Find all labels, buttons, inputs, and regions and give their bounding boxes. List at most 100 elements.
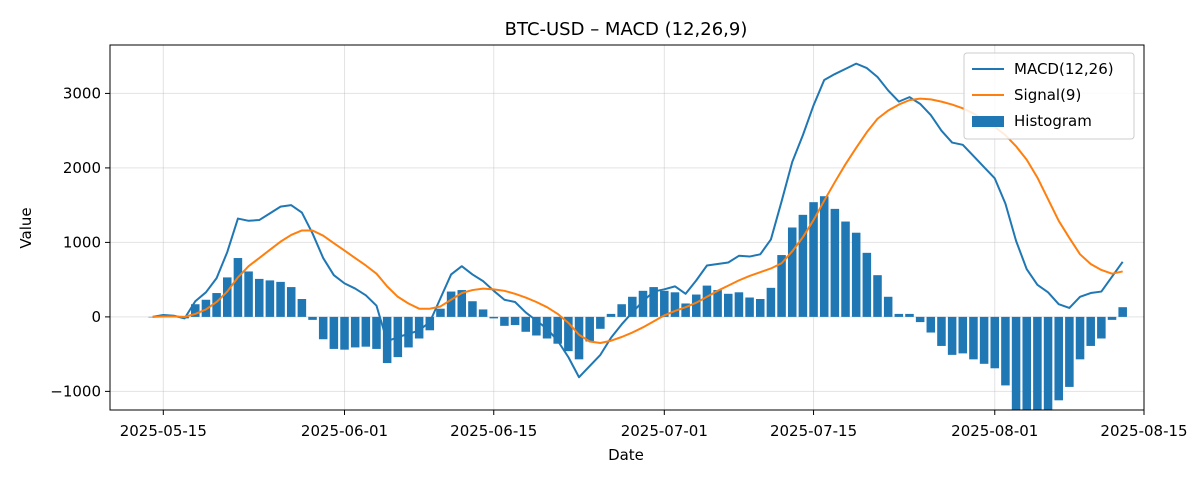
histogram-bar xyxy=(926,316,936,333)
axes-frame xyxy=(109,44,1145,411)
histogram-bar xyxy=(1022,316,1032,410)
histogram-bar xyxy=(574,316,584,360)
histogram-bar xyxy=(745,297,754,317)
histogram-bar xyxy=(340,316,349,350)
legend-box xyxy=(963,52,1135,140)
histogram-bar xyxy=(521,316,530,332)
histogram-bar xyxy=(489,316,499,319)
histogram-bar xyxy=(819,196,829,317)
histogram-bar xyxy=(660,290,669,317)
histogram-bar xyxy=(1086,316,1095,346)
histogram-bar xyxy=(809,202,818,317)
signal-line xyxy=(152,97,1123,344)
chart-title: BTC-USD – MACD (12,26,9) xyxy=(505,19,748,40)
histogram-bar xyxy=(308,316,317,320)
histogram-bar xyxy=(596,316,605,329)
x-tick-label: 2025-08-15 xyxy=(1100,422,1187,440)
histogram-bar xyxy=(414,316,424,339)
histogram-bar xyxy=(1107,316,1117,320)
histogram-bar xyxy=(233,258,243,317)
macd-line xyxy=(152,62,1124,379)
histogram-bar xyxy=(649,287,658,317)
histogram-bar xyxy=(777,255,786,317)
histogram-bar xyxy=(1011,316,1021,410)
histogram-bar xyxy=(1054,316,1063,401)
x-tick-label: 2025-07-01 xyxy=(621,422,708,440)
histogram-bar xyxy=(425,316,435,331)
y-tick-label: 0 xyxy=(91,308,101,326)
y-tick-label: 3000 xyxy=(63,84,101,102)
histogram-bar xyxy=(915,316,925,323)
histogram-bar xyxy=(286,287,296,317)
histogram-bar xyxy=(265,280,275,317)
histogram-bar xyxy=(244,271,253,317)
y-tick-label: 2000 xyxy=(63,159,101,177)
histogram-bar xyxy=(702,285,712,317)
histogram-bar xyxy=(798,214,808,317)
histogram-bar xyxy=(692,294,701,317)
histogram-bar xyxy=(883,296,893,317)
histogram-bar xyxy=(638,290,648,317)
histogram-bar xyxy=(532,316,541,336)
y-tick-label: −1000 xyxy=(50,382,101,400)
histogram-bar xyxy=(969,316,978,360)
histogram-bar xyxy=(713,290,722,317)
histogram-bar xyxy=(212,293,221,317)
histogram-bar xyxy=(862,252,872,317)
x-tick-label: 2025-06-01 xyxy=(301,422,388,440)
histogram-bar xyxy=(979,316,989,364)
histogram-bar xyxy=(148,316,157,318)
histogram-bar xyxy=(617,304,626,317)
legend-swatch-histogram xyxy=(972,116,1004,127)
histogram-bar xyxy=(585,316,594,342)
histogram-bar xyxy=(1033,316,1042,410)
histogram-bar xyxy=(191,304,200,317)
histogram-bar xyxy=(947,316,957,355)
histogram-bar xyxy=(500,316,509,326)
histogram-bar xyxy=(606,313,616,317)
legend: MACD(12,26) Signal(9) Histogram xyxy=(963,52,1135,140)
histogram-bar xyxy=(851,232,861,317)
x-tick-label: 2025-05-15 xyxy=(120,422,207,440)
legend-label-signal: Signal(9) xyxy=(1014,86,1081,104)
histogram-bar xyxy=(841,221,850,317)
histogram-bar xyxy=(297,299,307,317)
histogram-bar xyxy=(1097,316,1106,339)
histogram-bar xyxy=(1043,316,1053,410)
histogram-bar xyxy=(318,316,328,340)
histogram-bar xyxy=(222,277,232,317)
histogram-bar xyxy=(468,301,477,317)
x-tick-label: 2025-06-15 xyxy=(450,422,537,440)
histogram-bar xyxy=(372,316,381,349)
histogram-bar xyxy=(1118,307,1127,317)
histogram-bar xyxy=(830,208,840,317)
histogram-bar xyxy=(670,292,680,317)
legend-label-histogram: Histogram xyxy=(1014,112,1092,130)
y-tick-label: 1000 xyxy=(63,233,101,251)
histogram-bar xyxy=(958,316,968,354)
histogram-bar xyxy=(478,309,488,317)
histogram-bar xyxy=(724,293,733,317)
histogram-bar xyxy=(937,316,946,346)
histogram-bar xyxy=(350,316,360,348)
histogram-bar xyxy=(329,316,339,349)
plot-area: 2025-05-15 2025-06-01 2025-06-15 2025-07-01… xyxy=(50,44,1188,440)
histogram-bar xyxy=(1001,316,1010,386)
histogram-bar xyxy=(361,316,371,347)
histogram-bar xyxy=(628,296,637,317)
histogram-bar xyxy=(436,308,445,317)
histogram-bar xyxy=(457,290,467,317)
histogram-bar xyxy=(734,292,744,317)
histogram-bar xyxy=(681,303,690,317)
histogram-bar xyxy=(446,291,456,317)
histogram-bar xyxy=(787,227,797,317)
legend-label-macd: MACD(12,26) xyxy=(1014,60,1114,78)
histogram-bar xyxy=(276,281,285,317)
histogram-bar xyxy=(553,316,562,344)
x-tick-label: 2025-07-15 xyxy=(770,422,857,440)
histogram-bar xyxy=(1065,316,1074,387)
x-axis-title: Date xyxy=(608,446,644,464)
histogram-bar xyxy=(404,316,413,348)
histogram-bar xyxy=(766,287,776,317)
